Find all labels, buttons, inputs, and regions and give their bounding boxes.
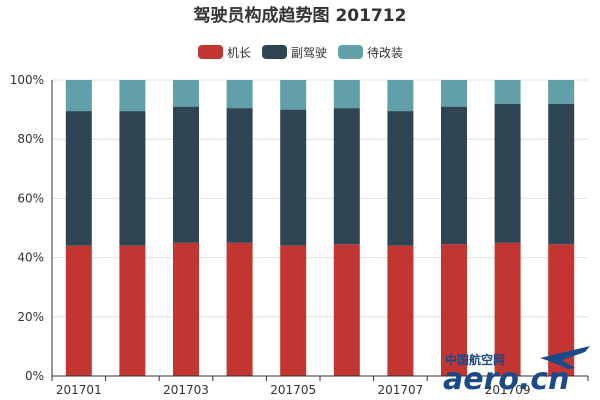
bar-segment	[173, 80, 199, 107]
bar-segment	[494, 242, 521, 376]
legend-label: 待改装	[367, 46, 403, 60]
x-tick-label: 201701	[56, 383, 102, 397]
legend-label: 机长	[227, 46, 251, 60]
x-tick-label: 201703	[163, 383, 209, 397]
axes	[51, 80, 589, 381]
bar-segment	[441, 106, 467, 245]
legend-swatch	[338, 45, 363, 59]
x-tick-labels: 201701 201703 201705 201707 201709	[56, 383, 531, 397]
bar-segment	[333, 80, 360, 109]
watermark-chinese: 中国航空网	[445, 352, 505, 367]
legend-item[interactable]: 机长	[198, 45, 251, 60]
x-tick-label: 201709	[485, 383, 531, 397]
legend: 机长 副驾驶 待改装	[198, 45, 403, 60]
bar-segment	[441, 80, 467, 107]
x-tick-label: 201705	[270, 383, 316, 397]
y-tick-label: 20%	[17, 310, 44, 324]
y-tick-label: 100%	[10, 73, 44, 87]
bar-segment	[65, 245, 92, 376]
bar-segment	[333, 108, 360, 245]
bar-segment	[280, 80, 307, 110]
legend-label: 副驾驶	[291, 45, 327, 60]
bar-segment	[119, 245, 146, 376]
y-tick-label: 40%	[17, 251, 44, 265]
bar-segment	[441, 244, 467, 376]
bar-segment	[173, 106, 199, 243]
y-tick-labels: 0% 20% 40% 60% 80% 100%	[10, 73, 44, 383]
bar-segment	[494, 103, 521, 243]
bar-segment	[226, 108, 253, 243]
watermark-english: aero.cn	[443, 362, 570, 397]
bar-segment	[387, 80, 414, 112]
bars	[65, 80, 575, 376]
y-tick-label: 60%	[17, 191, 44, 205]
legend-item[interactable]: 副驾驶	[262, 45, 327, 60]
legend-swatch	[262, 45, 287, 59]
bar-segment	[173, 242, 199, 376]
airplane-icon	[540, 346, 590, 369]
bar-segment	[548, 80, 575, 104]
bar-segment	[65, 80, 92, 112]
bar-segment	[280, 245, 307, 376]
bar-segment	[226, 242, 253, 376]
watermark-logo: 中国航空网 aero.cn	[443, 346, 590, 397]
y-tick-label: 0%	[25, 369, 44, 383]
legend-item[interactable]: 待改装	[338, 45, 403, 60]
bar-segment	[494, 80, 521, 104]
bar-segment	[387, 245, 414, 376]
bar-segment	[333, 244, 360, 376]
y-tick-label: 80%	[17, 132, 44, 146]
bar-segment	[280, 109, 307, 246]
bar-segment	[119, 111, 146, 246]
bar-segment	[119, 80, 146, 112]
bar-segment	[548, 103, 575, 245]
chart-title: 驾驶员构成趋势图 201712	[194, 5, 407, 26]
bar-segment	[226, 80, 253, 109]
x-tick-label: 201707	[377, 383, 423, 397]
bar-segment	[387, 111, 414, 246]
bar-segment	[65, 111, 92, 246]
legend-swatch	[198, 45, 223, 59]
